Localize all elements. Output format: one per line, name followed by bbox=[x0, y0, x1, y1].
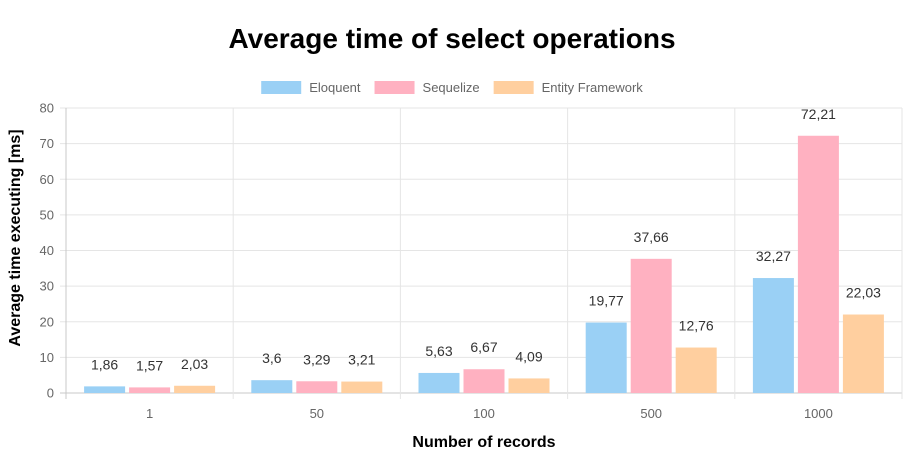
gridlines bbox=[60, 107, 903, 399]
y-tick-label: 0 bbox=[47, 386, 54, 401]
bar[interactable] bbox=[842, 314, 884, 393]
bar[interactable] bbox=[129, 387, 171, 393]
legend-swatch bbox=[493, 81, 534, 94]
legend-swatch bbox=[261, 81, 302, 94]
x-axis-title: Number of records bbox=[412, 434, 555, 451]
bar[interactable] bbox=[752, 278, 794, 393]
y-tick-label: 70 bbox=[40, 136, 54, 151]
data-label: 4,09 bbox=[515, 348, 542, 364]
data-labels: 1,86 3,6 5,63 19,77 32,27 1,57 3,29 6,67 37,66 72… bbox=[91, 106, 881, 374]
legend-label: Eloquent bbox=[309, 80, 361, 95]
chart-title: Average time of select operations bbox=[228, 23, 675, 54]
data-label: 3,29 bbox=[303, 351, 330, 367]
y-tick-label: 40 bbox=[40, 243, 54, 258]
data-label: 37,66 bbox=[634, 229, 669, 245]
bar[interactable] bbox=[296, 381, 338, 393]
x-tick-label: 100 bbox=[473, 406, 495, 421]
y-tick-label: 80 bbox=[40, 101, 54, 116]
y-tick-label: 20 bbox=[40, 314, 54, 329]
legend-swatch bbox=[374, 81, 415, 94]
bar[interactable] bbox=[418, 372, 460, 393]
data-label: 1,86 bbox=[91, 356, 118, 372]
bar[interactable] bbox=[251, 380, 293, 393]
y-tick-label: 30 bbox=[40, 279, 54, 294]
legend-item[interactable]: Entity Framework bbox=[493, 80, 644, 95]
legend-label: Sequelize bbox=[423, 80, 480, 95]
data-label: 19,77 bbox=[589, 293, 624, 309]
bar[interactable] bbox=[341, 381, 383, 393]
legend: Eloquent Sequelize Entity Framework bbox=[261, 80, 643, 95]
x-tick-label: 500 bbox=[640, 406, 662, 421]
data-label: 2,03 bbox=[181, 356, 208, 372]
legend-item[interactable]: Sequelize bbox=[374, 80, 480, 95]
y-axis: 0 10 20 30 40 50 60 70 80 bbox=[40, 101, 54, 401]
data-label: 12,76 bbox=[679, 318, 714, 334]
data-label: 5,63 bbox=[425, 343, 452, 359]
bar[interactable] bbox=[797, 135, 839, 393]
y-axis-title: Average time executing [ms] bbox=[7, 129, 24, 346]
y-tick-label: 10 bbox=[40, 350, 54, 365]
bar[interactable] bbox=[174, 385, 216, 393]
data-label: 1,57 bbox=[136, 357, 163, 373]
data-label: 72,21 bbox=[801, 106, 836, 122]
x-tick-label: 1000 bbox=[804, 406, 833, 421]
bar[interactable] bbox=[630, 258, 672, 393]
bar[interactable] bbox=[84, 386, 126, 393]
data-label: 22,03 bbox=[846, 285, 881, 301]
data-label: 6,67 bbox=[470, 339, 497, 355]
bar[interactable] bbox=[585, 322, 627, 393]
data-label: 32,27 bbox=[756, 248, 791, 264]
y-tick-label: 60 bbox=[40, 172, 54, 187]
x-axis: 1 50 100 500 1000 bbox=[146, 406, 833, 421]
y-tick-label: 50 bbox=[40, 207, 54, 222]
bar[interactable] bbox=[463, 369, 505, 393]
x-tick-label: 1 bbox=[146, 406, 153, 421]
x-tick-label: 50 bbox=[310, 406, 324, 421]
legend-item[interactable]: Eloquent bbox=[261, 80, 361, 95]
bars bbox=[84, 135, 884, 393]
bar[interactable] bbox=[675, 347, 717, 393]
data-label: 3,6 bbox=[262, 350, 282, 366]
legend-label: Entity Framework bbox=[542, 80, 644, 95]
bar[interactable] bbox=[508, 378, 550, 393]
data-label: 3,21 bbox=[348, 352, 375, 368]
